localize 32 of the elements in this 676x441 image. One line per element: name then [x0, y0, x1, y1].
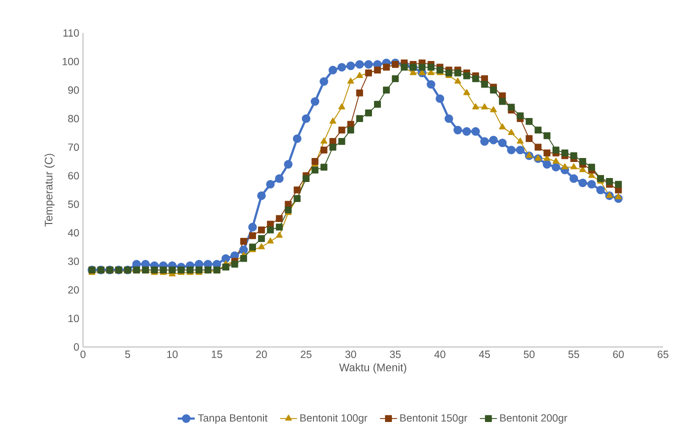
- y-tick-label: 60: [68, 172, 79, 180]
- legend-label: Tanpa Bentonit: [198, 414, 268, 424]
- x-tick-label: 10: [167, 350, 178, 358]
- y-axis-title: Temperatur (C): [44, 154, 55, 227]
- y-tick-label: 90: [68, 86, 79, 94]
- x-tick-label: 30: [345, 350, 356, 358]
- y-tick-label: 50: [68, 200, 79, 208]
- x-tick-label: 0: [80, 350, 86, 358]
- y-tick-label: 0: [74, 343, 79, 351]
- legend-label: Bentonit 200gr: [500, 414, 568, 424]
- y-tick-label: 70: [68, 143, 79, 151]
- y-tick-label: 110: [63, 29, 79, 37]
- x-tick-label: 45: [478, 350, 490, 358]
- y-tick-label: 10: [68, 314, 79, 322]
- y-tick-label: 80: [68, 114, 79, 122]
- x-tick-label: 65: [658, 350, 668, 358]
- y-tick-label: 20: [68, 286, 79, 294]
- x-tick-label: 35: [390, 350, 401, 358]
- x-tick-label: 20: [256, 350, 267, 358]
- x-tick-label: 5: [125, 350, 130, 358]
- y-tick-label: 40: [68, 229, 79, 237]
- x-tick-label: 60: [613, 350, 624, 358]
- x-tick-label: 50: [524, 350, 535, 358]
- x-tick-label: 25: [300, 350, 312, 358]
- legend-label: Bentonit 100gr: [300, 414, 368, 424]
- x-tick-label: 40: [434, 350, 446, 358]
- y-tick-label: 100: [62, 58, 79, 66]
- x-tick-label: 15: [212, 350, 222, 358]
- x-axis-title: Waktu (Menit): [339, 363, 406, 374]
- y-tick-label: 30: [68, 258, 79, 266]
- x-tick-label: 55: [568, 350, 580, 358]
- legend-label: Bentonit 150gr: [400, 414, 468, 424]
